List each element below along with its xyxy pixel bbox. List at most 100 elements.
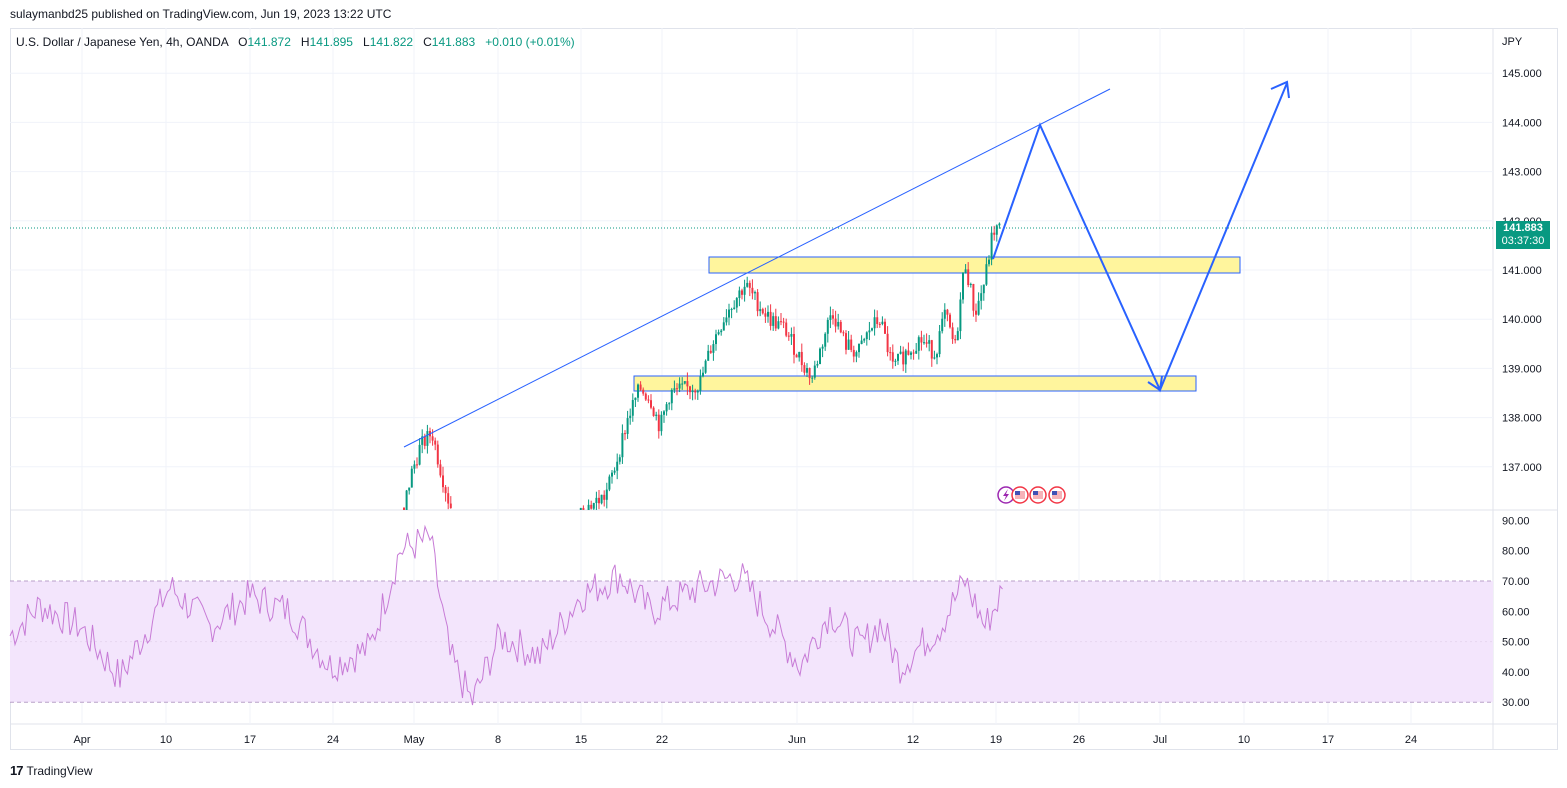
candle-body	[941, 318, 944, 332]
candle-body	[444, 487, 447, 494]
time-tick-label: 17	[1322, 734, 1334, 746]
rsi-tick-label: 80.00	[1502, 546, 1530, 558]
candle-body	[884, 321, 886, 334]
candle-body	[808, 367, 811, 379]
resistance-zone	[708, 256, 1241, 274]
candle-body	[647, 399, 650, 401]
candle-body	[998, 223, 1001, 226]
candle-body	[665, 404, 668, 412]
open-value: 141.872	[247, 35, 291, 49]
candle-body	[416, 464, 418, 466]
candle-body	[689, 386, 691, 393]
candle-body	[899, 351, 902, 354]
top-bar: sulaymanbd25 published on TradingView.co…	[0, 0, 1567, 28]
time-tick-label: Jul	[1153, 734, 1167, 746]
candle-body	[722, 322, 725, 331]
close-value: 141.883	[431, 35, 476, 49]
candle-body	[964, 269, 967, 273]
candle-body	[878, 323, 881, 325]
candle-body	[590, 504, 593, 509]
candle-body	[977, 300, 980, 315]
candle-body	[605, 489, 608, 500]
candle-body	[442, 475, 444, 488]
candle-body	[694, 390, 697, 393]
low-label: L	[363, 35, 370, 49]
candle-body	[920, 337, 923, 343]
candle-body	[616, 461, 619, 471]
candle-body	[598, 497, 600, 504]
candle-body	[704, 360, 707, 373]
candle-body	[717, 332, 720, 335]
candle-body	[691, 390, 694, 393]
candle-body	[730, 309, 733, 311]
candle-body	[754, 292, 756, 294]
price-tick-label: 141.000	[1502, 265, 1542, 277]
candle-body	[660, 414, 663, 432]
candle-body	[436, 444, 439, 465]
candle-body	[652, 407, 655, 416]
candle-body	[611, 472, 613, 477]
candle-body	[826, 319, 829, 334]
footer[interactable]: 17 TradingView	[10, 763, 93, 778]
candle-body	[738, 290, 741, 299]
candle-body	[733, 307, 736, 310]
trend-drawings	[10, 80, 1493, 448]
time-tick-label: 12	[907, 734, 919, 746]
candle-body	[741, 290, 743, 295]
candle-body	[431, 436, 434, 441]
price-tick-label: 143.000	[1502, 167, 1542, 179]
candle-body	[871, 328, 873, 331]
candle-body	[761, 309, 764, 314]
candle-body	[449, 503, 452, 508]
candle-body	[889, 352, 892, 354]
candle-body	[949, 314, 951, 328]
us-flag-canton-icon	[1033, 491, 1038, 495]
candle-body	[806, 367, 808, 373]
candle-body	[858, 344, 860, 353]
candle-body	[972, 283, 975, 311]
close-label: C	[423, 35, 432, 49]
candle-body	[608, 476, 611, 490]
open-label: O	[238, 35, 248, 49]
candle-body	[863, 339, 866, 341]
currency-label: JPY	[1502, 36, 1523, 48]
candle-body	[980, 293, 983, 301]
candle-body	[943, 309, 946, 319]
last-price: 141.883	[1503, 222, 1543, 234]
candle-body	[985, 264, 988, 285]
candle-body	[426, 431, 429, 446]
candle-body	[847, 339, 850, 350]
candle-body	[891, 352, 894, 362]
candle-body	[928, 340, 931, 344]
candle-body	[595, 497, 598, 504]
time-tick-label: 17	[244, 734, 256, 746]
candle-body	[748, 282, 751, 288]
candle-body	[881, 321, 884, 325]
candle-body	[772, 316, 775, 326]
candle-body	[800, 351, 803, 366]
candle-body	[629, 415, 632, 419]
candle-body	[634, 397, 637, 401]
candle-body	[782, 321, 785, 323]
candle-body	[403, 507, 405, 510]
candle-body	[946, 309, 949, 315]
rsi-axis: 90.00 80.00 70.00 60.00 50.00 40.00 30.00	[1502, 515, 1530, 709]
candle-body	[855, 352, 858, 357]
candle-body	[715, 334, 717, 345]
candle-body	[829, 315, 832, 320]
rsi-tick-label: 70.00	[1502, 576, 1530, 588]
candle-body	[720, 330, 723, 333]
candle-body	[850, 339, 853, 350]
candle-body	[418, 444, 421, 465]
symbol-legend[interactable]: U.S. Dollar / Japanese Yen, 4h, OANDA O1…	[16, 35, 575, 49]
candle-body	[907, 350, 910, 355]
price-tick-label: 144.000	[1502, 117, 1542, 129]
candle-body	[657, 414, 660, 432]
candle-body	[702, 372, 704, 377]
candle-body	[954, 339, 957, 341]
symbol-name: U.S. Dollar / Japanese Yen, 4h, OANDA	[16, 35, 229, 49]
candle-body	[746, 282, 749, 287]
candle-body	[600, 494, 603, 504]
economic-events	[997, 486, 1066, 504]
